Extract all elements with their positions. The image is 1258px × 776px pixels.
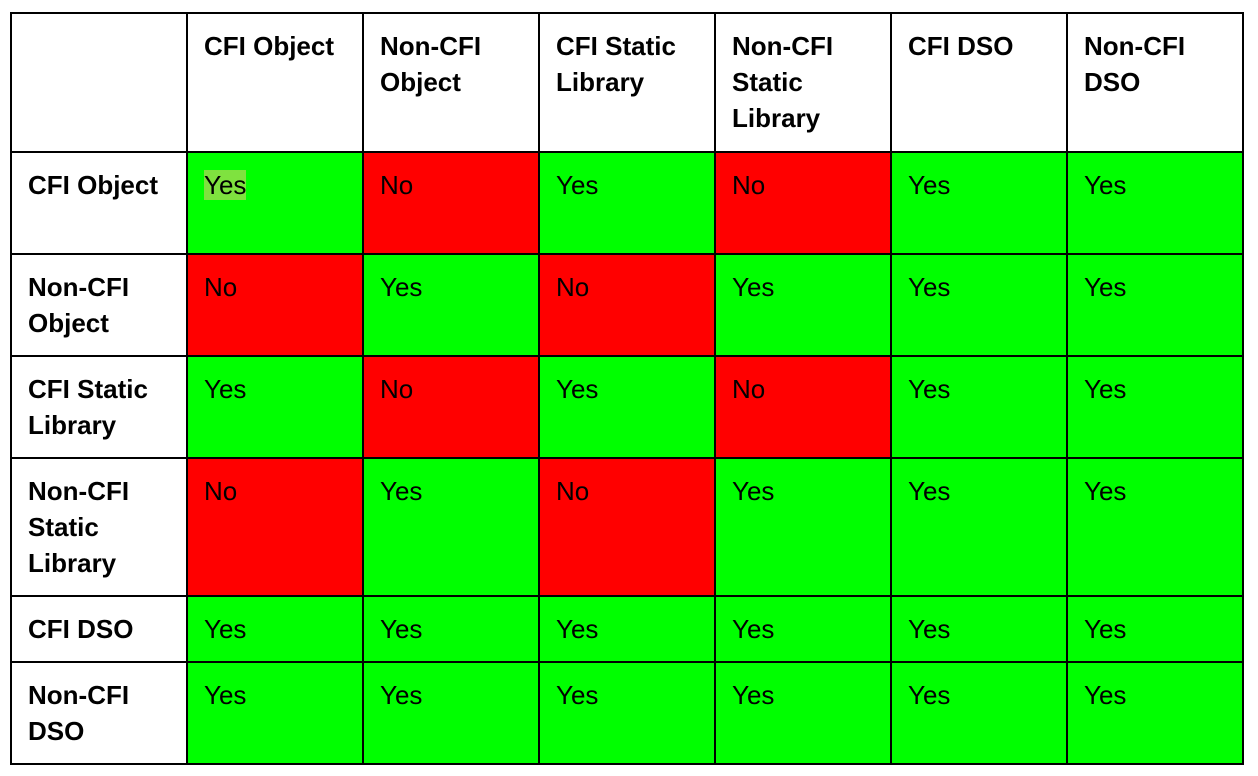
cell-text: Yes [380, 614, 423, 644]
cell-text: Yes [204, 374, 247, 404]
table-cell: Yes [890, 457, 1068, 597]
table-cell: Yes [362, 595, 540, 663]
table-cell: Yes [1066, 457, 1244, 597]
table-row: Non-CFI DSO Yes Yes Yes Yes Yes Yes [10, 661, 1244, 765]
cell-text: Yes [732, 272, 775, 302]
table-cell: Yes [714, 595, 892, 663]
cell-text: Yes [556, 680, 599, 710]
cell-text: Yes [1084, 614, 1127, 644]
cell-text: Yes [556, 170, 599, 200]
table-cell: No [362, 355, 540, 459]
table-cell: Yes [890, 595, 1068, 663]
table-cell: Yes [538, 661, 716, 765]
table-cell: Yes [186, 661, 364, 765]
table-cell: No [538, 253, 716, 357]
cell-text: No [380, 374, 414, 404]
table-cell: Yes [186, 595, 364, 663]
table-cell: Yes [538, 355, 716, 459]
corner-cell [10, 12, 188, 153]
table-cell: Yes [1066, 661, 1244, 765]
table-cell: No [362, 151, 540, 255]
cell-text: Yes [1084, 476, 1127, 506]
cell-text: Yes [1084, 272, 1127, 302]
cell-text: Yes [732, 614, 775, 644]
table-cell: No [714, 355, 892, 459]
cell-text: No [204, 476, 238, 506]
cell-text: Yes [908, 272, 951, 302]
table-cell: Yes [186, 151, 364, 255]
cell-text: Yes [908, 614, 951, 644]
cell-text: Yes [908, 680, 951, 710]
table-cell: Yes [890, 253, 1068, 357]
cell-text: Yes [204, 170, 247, 200]
column-header: CFI DSO [890, 12, 1068, 153]
header-row: CFI Object Non-CFI Object CFI Static Libra… [10, 12, 1244, 153]
table-cell: Yes [714, 457, 892, 597]
cell-text: No [732, 170, 766, 200]
table-cell: Yes [186, 355, 364, 459]
cell-text: Yes [204, 680, 247, 710]
cell-text: No [732, 374, 766, 404]
table-cell: Yes [890, 151, 1068, 255]
cell-text: Yes [732, 476, 775, 506]
table-cell: Yes [890, 661, 1068, 765]
column-header: Non-CFI Object [362, 12, 540, 153]
cell-text: Yes [1084, 170, 1127, 200]
cell-text: No [556, 476, 590, 506]
table-cell: No [186, 253, 364, 357]
cell-text: Yes [732, 680, 775, 710]
column-header: Non-CFI Static Library [714, 12, 892, 153]
cell-text: Yes [380, 272, 423, 302]
table-cell: Yes [362, 457, 540, 597]
cell-text: Yes [380, 680, 423, 710]
table-cell: Yes [1066, 355, 1244, 459]
row-header: Non-CFI Static Library [10, 457, 188, 597]
table-cell: Yes [1066, 595, 1244, 663]
table-cell: Yes [714, 661, 892, 765]
row-header: CFI Static Library [10, 355, 188, 459]
table-cell: No [538, 457, 716, 597]
cell-text: Yes [1084, 374, 1127, 404]
cell-text: Yes [908, 374, 951, 404]
table-cell: Yes [362, 253, 540, 357]
column-header: Non-CFI DSO [1066, 12, 1244, 153]
table-row: CFI DSO Yes Yes Yes Yes Yes Yes [10, 595, 1244, 663]
table-cell: No [186, 457, 364, 597]
cell-text: No [380, 170, 414, 200]
table-cell: Yes [890, 355, 1068, 459]
table-row: CFI Object Yes No Yes No Yes Yes [10, 151, 1244, 255]
table-cell: Yes [1066, 253, 1244, 357]
table-cell: Yes [538, 595, 716, 663]
column-header: CFI Static Library [538, 12, 716, 153]
cell-text: No [204, 272, 238, 302]
cell-text: Yes [908, 170, 951, 200]
row-header: CFI DSO [10, 595, 188, 663]
cell-text: Yes [204, 614, 247, 644]
cell-text: Yes [908, 476, 951, 506]
cell-text: Yes [380, 476, 423, 506]
table-cell: Yes [362, 661, 540, 765]
table-cell: Yes [714, 253, 892, 357]
table-cell: Yes [1066, 151, 1244, 255]
table-cell: Yes [538, 151, 716, 255]
row-header: CFI Object [10, 151, 188, 255]
cell-text: Yes [556, 374, 599, 404]
cell-text: Yes [556, 614, 599, 644]
cell-text: Yes [1084, 680, 1127, 710]
table-row: Non-CFI Object No Yes No Yes Yes Yes [10, 253, 1244, 357]
table-row: CFI Static Library Yes No Yes No Yes Yes [10, 355, 1244, 459]
cell-text: No [556, 272, 590, 302]
row-header: Non-CFI Object [10, 253, 188, 357]
compat-table: CFI Object Non-CFI Object CFI Static Libra… [10, 12, 1244, 765]
table-row: Non-CFI Static Library No Yes No Yes Yes Yes [10, 457, 1244, 597]
row-header: Non-CFI DSO [10, 661, 188, 765]
column-header: CFI Object [186, 12, 364, 153]
table-cell: No [714, 151, 892, 255]
